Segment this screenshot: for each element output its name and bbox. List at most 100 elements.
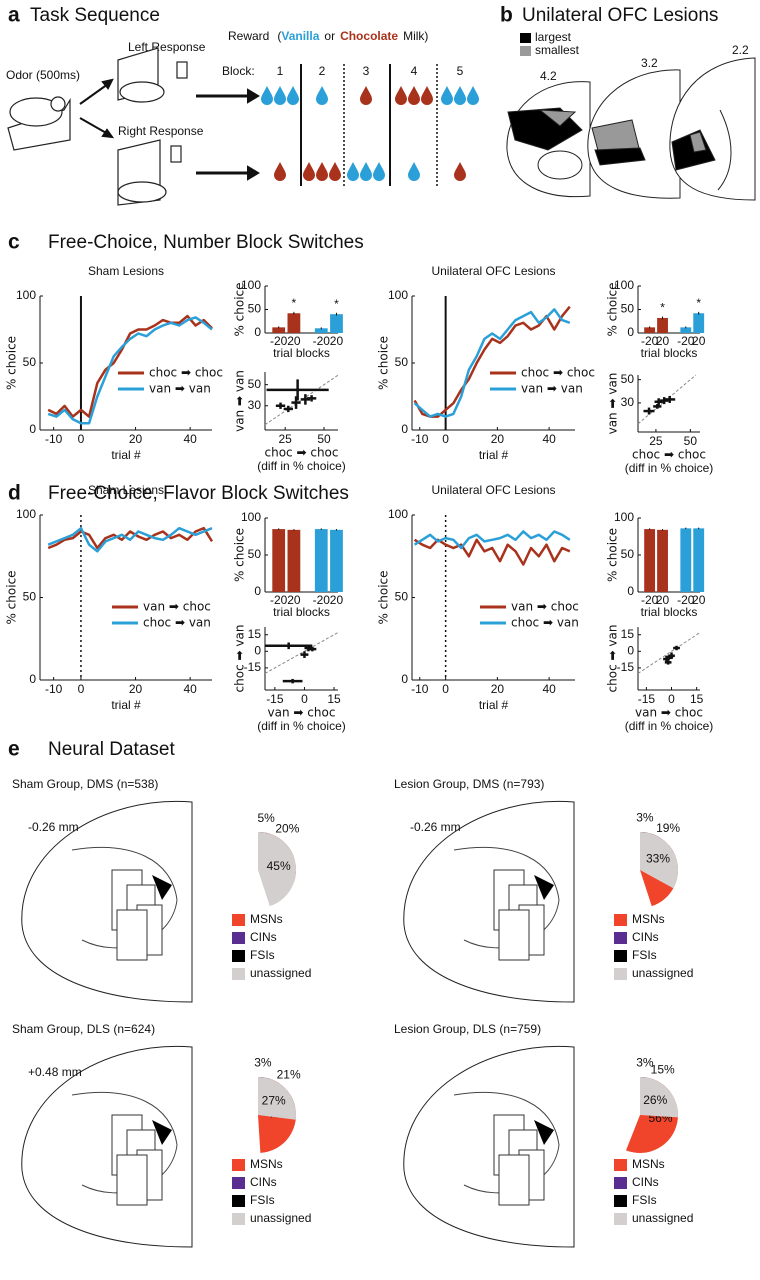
bar <box>272 327 286 333</box>
reward-drop <box>347 162 359 181</box>
y-tick-label: 50 <box>621 547 635 561</box>
legend-swatch <box>232 950 245 962</box>
y-tick-label: 100 <box>16 288 36 302</box>
bar <box>644 327 656 333</box>
y-tick-label: 0 <box>254 643 261 657</box>
legend-swatch <box>614 932 627 944</box>
x-axis-label: trial blocks <box>641 605 698 619</box>
chart: Lesion Group, DLS (n=759)15%FSIs56%MSNs3… <box>394 1022 693 1248</box>
legend-label: choc ➡ choc <box>521 366 595 380</box>
slice-label: 21% <box>277 1068 301 1082</box>
section-label: 4.2 <box>540 69 557 83</box>
y-tick-label: 50 <box>248 377 262 391</box>
reward-header: Reward (Vanilla or Chocolate Milk) <box>228 29 428 43</box>
recording-site <box>116 1154 148 1206</box>
x-tick-label: 0 <box>668 692 675 706</box>
y-tick-label: 0 <box>627 643 634 657</box>
reward-drop <box>408 162 420 181</box>
legend-label: MSNs <box>250 912 283 926</box>
y-tick-label: 0 <box>29 672 36 686</box>
slice-label: 19% <box>656 821 680 835</box>
y-axis-label: % choice <box>377 570 391 624</box>
y-tick-label: 50 <box>395 355 409 369</box>
milk-label: Milk) <box>403 29 428 43</box>
or-label: or <box>324 29 335 43</box>
bar <box>314 529 328 592</box>
x-axis-label: trial # <box>479 448 509 462</box>
y-tick-label: 50 <box>621 302 635 316</box>
legend-label: CINs <box>632 930 659 944</box>
significance-marker: * <box>660 301 665 315</box>
bar <box>693 528 705 592</box>
legend-label: unassigned <box>632 1211 693 1225</box>
chart-title: Unilateral OFC Lesions <box>431 264 555 278</box>
chart-title: Sham Lesions <box>88 483 164 497</box>
legend-swatch <box>232 914 245 926</box>
legend-label: CINs <box>250 1175 277 1189</box>
panel-title: Free-Choice, Flavor Block Switches <box>48 483 349 504</box>
bar <box>657 317 668 333</box>
y-axis-label: % choice <box>5 570 19 624</box>
identity-line <box>637 632 701 674</box>
x-tick-label: -10 <box>45 432 63 446</box>
x-axis-label: choc ➡ choc <box>265 446 339 460</box>
legend-swatch <box>614 1159 627 1171</box>
chart-title: Lesion Group, DLS (n=759) <box>394 1022 541 1036</box>
ventricle <box>152 1120 172 1145</box>
slice-label: 3% <box>254 1055 272 1069</box>
panel-label: b <box>500 4 513 27</box>
x-tick-label: -10 <box>411 432 429 446</box>
x-tick-label: -15 <box>638 692 656 706</box>
x-tick-label: 20 <box>129 432 143 446</box>
x-tick-label: 40 <box>183 432 197 446</box>
reward-drop <box>373 162 385 181</box>
x-tick-label: 20 <box>129 682 143 696</box>
y-tick-label: 50 <box>395 590 409 604</box>
y-axis-label: % choice <box>606 282 620 336</box>
series-line <box>47 316 213 425</box>
x-axis-label: choc ➡ choc <box>632 448 706 462</box>
legend-swatch <box>614 914 627 926</box>
odor-label: Odor (500ms) <box>6 68 80 82</box>
slice-label: 3% <box>636 1055 654 1069</box>
legend-swatch <box>232 968 245 980</box>
block-label: Block: <box>222 64 255 78</box>
series-line <box>47 314 213 418</box>
slice-label: 33% <box>646 852 670 866</box>
legend-swatch <box>232 1213 245 1225</box>
reward-drop <box>261 86 273 105</box>
x-axis-label: trial blocks <box>641 346 698 360</box>
x-tick-label: 20 <box>491 682 505 696</box>
x-tick-label: -15 <box>266 692 284 706</box>
x-tick-label: 40 <box>542 432 556 446</box>
y-axis-label: % choice <box>233 282 247 336</box>
x-axis-label: van ➡ choc <box>268 706 336 720</box>
bar <box>287 313 301 333</box>
legend-label: MSNs <box>632 1157 665 1171</box>
reward-drop <box>467 86 479 105</box>
slice-label: 45% <box>267 859 291 873</box>
rat-drawings <box>7 47 188 206</box>
pie-slice <box>258 832 296 907</box>
legend-swatch <box>232 1195 245 1207</box>
y-axis-label: % choice <box>5 336 19 390</box>
legend-swatch <box>232 1159 245 1171</box>
panel-title: Task Sequence <box>30 5 160 26</box>
recording-site <box>498 1154 530 1206</box>
panel-label: a <box>8 4 20 27</box>
x-tick-label: 0 <box>78 682 85 696</box>
bar <box>287 529 301 592</box>
x-tick-label: 20 <box>656 334 670 348</box>
bar <box>680 528 692 592</box>
y-tick-label: 100 <box>388 507 408 521</box>
reward-drop <box>360 86 372 105</box>
x-tick-label: 15 <box>327 692 341 706</box>
y-tick-label: 0 <box>401 672 408 686</box>
recording-site <box>116 909 148 961</box>
y-tick-label: -15 <box>244 660 262 674</box>
legend-swatch <box>614 1213 627 1225</box>
